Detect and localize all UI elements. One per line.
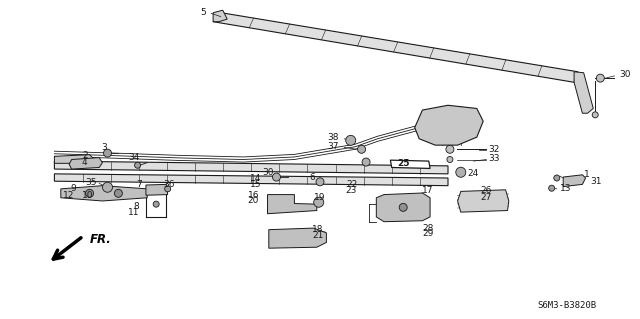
Polygon shape: [458, 190, 509, 212]
Text: 22: 22: [346, 180, 357, 189]
Circle shape: [548, 185, 555, 191]
Circle shape: [447, 157, 453, 162]
Text: 14: 14: [250, 174, 261, 182]
Circle shape: [592, 112, 598, 118]
Polygon shape: [213, 12, 578, 82]
Circle shape: [164, 186, 171, 192]
Text: 36: 36: [163, 180, 175, 189]
Circle shape: [596, 74, 604, 82]
Polygon shape: [213, 10, 227, 22]
Polygon shape: [69, 158, 102, 169]
Text: 33: 33: [488, 154, 500, 163]
Circle shape: [446, 145, 454, 153]
Text: 13: 13: [560, 184, 572, 193]
Text: 17: 17: [422, 186, 434, 195]
Text: FR.: FR.: [90, 233, 111, 246]
Text: 7: 7: [136, 180, 142, 189]
Circle shape: [456, 167, 466, 177]
Polygon shape: [390, 160, 430, 168]
Polygon shape: [61, 186, 147, 201]
Circle shape: [86, 189, 93, 197]
Text: 16: 16: [248, 191, 259, 200]
Text: S6M3-B3820B: S6M3-B3820B: [538, 301, 596, 310]
Circle shape: [362, 158, 370, 166]
Circle shape: [153, 201, 159, 207]
Text: 25: 25: [397, 160, 410, 168]
Text: 5: 5: [200, 8, 206, 17]
Text: 11: 11: [128, 208, 140, 217]
Text: 20: 20: [248, 197, 259, 205]
Polygon shape: [376, 193, 430, 222]
Circle shape: [346, 135, 356, 145]
Polygon shape: [54, 174, 448, 186]
Text: 1: 1: [584, 170, 589, 179]
Text: 10: 10: [82, 191, 93, 200]
Circle shape: [399, 203, 407, 211]
Circle shape: [358, 145, 365, 153]
Text: 23: 23: [346, 186, 357, 195]
Circle shape: [102, 182, 113, 192]
Text: 18: 18: [312, 225, 324, 234]
Polygon shape: [54, 155, 93, 163]
Text: 9: 9: [70, 184, 76, 193]
Text: 12: 12: [63, 191, 74, 200]
Text: 4: 4: [82, 158, 88, 167]
Circle shape: [115, 189, 122, 197]
Text: 30: 30: [619, 70, 630, 79]
Text: 37: 37: [328, 142, 339, 151]
Circle shape: [554, 175, 560, 181]
Circle shape: [273, 173, 280, 181]
Polygon shape: [563, 175, 586, 187]
Text: 26: 26: [480, 186, 492, 195]
Polygon shape: [268, 195, 317, 214]
Polygon shape: [146, 184, 168, 195]
Circle shape: [134, 162, 141, 168]
Polygon shape: [415, 105, 483, 145]
Text: 29: 29: [422, 229, 434, 238]
Text: 38: 38: [328, 133, 339, 142]
Polygon shape: [574, 72, 593, 113]
Text: 28: 28: [422, 224, 434, 233]
Text: 21: 21: [312, 231, 324, 240]
Polygon shape: [54, 161, 448, 174]
Circle shape: [316, 178, 324, 186]
Text: 19: 19: [314, 193, 325, 202]
Text: 34: 34: [128, 153, 140, 162]
Text: 27: 27: [480, 193, 492, 202]
Text: 35: 35: [86, 178, 97, 187]
Circle shape: [104, 149, 111, 157]
Text: 30: 30: [262, 168, 274, 177]
Circle shape: [314, 197, 324, 207]
Text: 15: 15: [250, 180, 261, 189]
Text: 31: 31: [590, 177, 602, 186]
Text: 2: 2: [82, 151, 88, 160]
Polygon shape: [269, 228, 326, 248]
Text: 6: 6: [309, 173, 315, 182]
Text: 8: 8: [134, 202, 140, 211]
Text: 32: 32: [488, 145, 500, 154]
Text: 3: 3: [101, 143, 107, 152]
Text: 24: 24: [467, 169, 479, 178]
